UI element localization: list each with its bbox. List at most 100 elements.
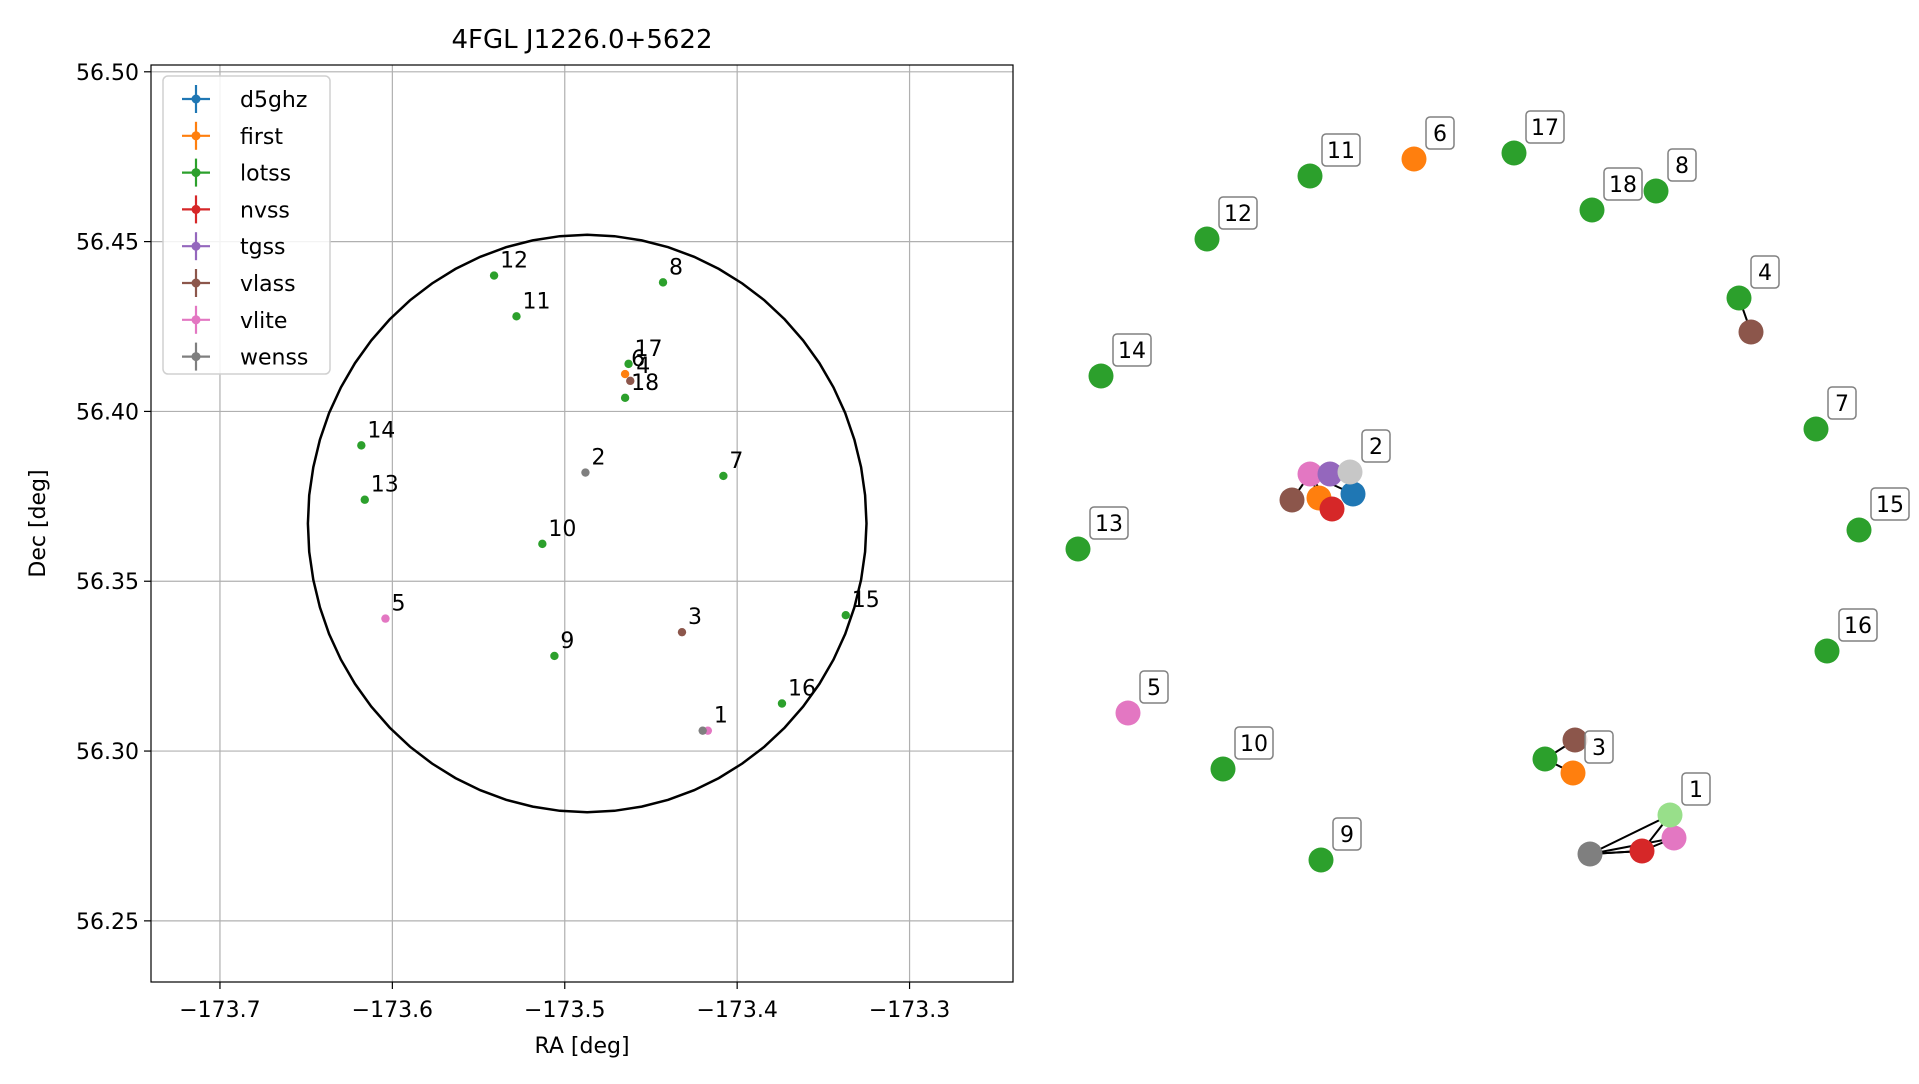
legend-box bbox=[162, 75, 331, 375]
node-label: 16 bbox=[1844, 614, 1872, 639]
point-label: 17 bbox=[635, 337, 663, 362]
node-label: 6 bbox=[1433, 122, 1447, 147]
point-label: 14 bbox=[367, 418, 395, 443]
axis-ticks: −173.7 −173.6 −173.5 −173.4 −173.3 56.25 56.30… bbox=[76, 61, 950, 1023]
data-point-lotss bbox=[512, 312, 521, 321]
node-label-box bbox=[1218, 196, 1258, 230]
node-marker bbox=[1308, 847, 1334, 873]
node-marker bbox=[1337, 459, 1363, 485]
node-marker bbox=[1846, 517, 1872, 543]
node-label-box bbox=[1112, 333, 1152, 367]
y-tick-label: 56.45 bbox=[76, 231, 139, 256]
legend-marker-dot bbox=[191, 278, 201, 288]
node-label: 9 bbox=[1340, 823, 1354, 848]
data-point-lotss bbox=[624, 359, 633, 369]
node-label: 15 bbox=[1876, 493, 1904, 518]
node-marker bbox=[1629, 838, 1655, 864]
data-point-first bbox=[620, 369, 630, 379]
node-label: 11 bbox=[1327, 139, 1355, 164]
node-marker bbox=[1577, 841, 1603, 867]
x-tick-label: −173.4 bbox=[696, 998, 777, 1023]
search-circle bbox=[306, 233, 868, 814]
point-label: 6 bbox=[631, 347, 645, 372]
node-label-box bbox=[1603, 167, 1643, 201]
legend-marker-dot bbox=[191, 94, 201, 104]
node-marker bbox=[1115, 700, 1141, 726]
node-label-box bbox=[1750, 255, 1780, 289]
point-label: 11 bbox=[522, 289, 550, 314]
node-label: 12 bbox=[1224, 202, 1252, 227]
legend-marker-dot bbox=[191, 241, 201, 251]
node-label: 10 bbox=[1240, 732, 1268, 757]
data-point-vlite bbox=[381, 614, 390, 623]
legend: d5ghz first lotss nvss tgss vlass vlite wenss bbox=[162, 75, 331, 375]
data-point-lotss bbox=[620, 393, 630, 403]
data-point-lotss bbox=[719, 471, 728, 481]
point-label: 1 bbox=[714, 704, 728, 729]
node-label-box bbox=[1425, 116, 1455, 150]
source-schematic: 11 6 17 18 8 12 4 14 7 2 15 13 16 5 10 3 9 1 bbox=[1065, 110, 1910, 873]
node-label-box bbox=[1332, 817, 1362, 851]
node-marker bbox=[1297, 461, 1323, 487]
data-point-lotss bbox=[360, 495, 369, 504]
node-marker bbox=[1643, 178, 1669, 204]
data-point-vlass bbox=[626, 376, 635, 386]
point-label: 4 bbox=[636, 354, 650, 379]
point-label: 13 bbox=[371, 473, 399, 498]
y-tick-label: 56.40 bbox=[76, 400, 139, 425]
data-points bbox=[357, 271, 850, 735]
node-marker bbox=[1661, 825, 1687, 851]
node-marker bbox=[1726, 285, 1752, 311]
node-marker bbox=[1738, 319, 1764, 345]
node-marker bbox=[1065, 536, 1091, 562]
node-label-box bbox=[1870, 487, 1910, 521]
point-label: 12 bbox=[500, 249, 528, 274]
node-label-box bbox=[1089, 506, 1129, 540]
node-marker bbox=[1532, 746, 1558, 772]
point-label: 10 bbox=[548, 517, 576, 542]
legend-label: d5ghz bbox=[240, 88, 307, 113]
point-label: 7 bbox=[729, 449, 743, 474]
node-label: 14 bbox=[1118, 339, 1146, 364]
x-axis-label: RA [deg] bbox=[534, 1034, 629, 1059]
legend-marker-dot bbox=[191, 131, 201, 141]
grid-lines bbox=[151, 65, 1013, 982]
node-label-box bbox=[1321, 133, 1361, 167]
node-marker bbox=[1579, 197, 1605, 223]
data-point-lotss bbox=[658, 278, 668, 287]
legend-label: tgss bbox=[240, 235, 286, 260]
x-tick-label: −173.7 bbox=[179, 998, 260, 1023]
legend-label: first bbox=[240, 125, 283, 150]
node-label-box bbox=[1361, 429, 1391, 463]
search-radius-circle bbox=[306, 233, 868, 814]
legend-marker-dot bbox=[191, 352, 201, 362]
node-marker bbox=[1194, 226, 1220, 252]
node-label-box bbox=[1667, 148, 1697, 182]
node-marker bbox=[1210, 756, 1236, 782]
node-label-box bbox=[1827, 386, 1857, 420]
data-point-lotss bbox=[357, 441, 366, 450]
legend-marker-dot bbox=[191, 315, 201, 325]
y-tick-label: 56.25 bbox=[76, 910, 139, 935]
point-label: 16 bbox=[788, 677, 816, 702]
data-point-wenss bbox=[581, 468, 590, 477]
x-tick-label: −173.3 bbox=[869, 998, 950, 1023]
node-marker bbox=[1501, 140, 1527, 166]
node-marker bbox=[1562, 727, 1588, 753]
node-marker bbox=[1088, 363, 1114, 389]
node-label: 1 bbox=[1689, 778, 1703, 803]
node-label: 13 bbox=[1095, 512, 1123, 537]
node-label: 17 bbox=[1531, 116, 1559, 141]
node-label-box bbox=[1584, 730, 1614, 764]
legend-marker-dot bbox=[191, 204, 201, 214]
node-marker bbox=[1560, 760, 1586, 786]
node-label-box bbox=[1525, 110, 1565, 144]
point-label: 2 bbox=[591, 446, 605, 471]
x-tick-label: −173.5 bbox=[524, 998, 605, 1023]
axes-frame bbox=[150, 64, 1014, 983]
node-marker bbox=[1401, 146, 1427, 172]
node-label-box bbox=[1681, 772, 1711, 806]
link-line bbox=[1589, 814, 1671, 855]
